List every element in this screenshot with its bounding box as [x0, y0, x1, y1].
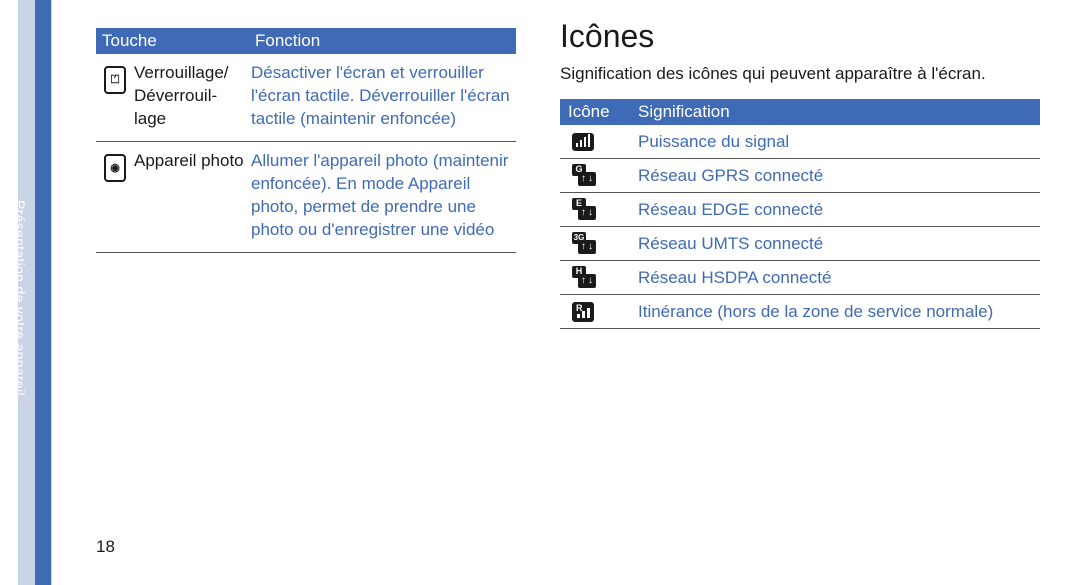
keys-header-touche: Touche	[96, 31, 251, 51]
icons-header-icone: Icône	[560, 102, 634, 122]
icon-meaning: Réseau HSDPA connecté	[634, 267, 1040, 289]
umts-network-icon: 3G	[572, 232, 598, 256]
icon-meaning: Réseau UMTS connecté	[634, 233, 1040, 255]
table-row: G Réseau GPRS connecté	[560, 159, 1040, 193]
data-arrows-icon	[578, 240, 596, 254]
side-band-inner	[35, 0, 51, 585]
keys-table: Touche Fonction ⏍ Verrouillage/ Déverrou…	[96, 28, 516, 253]
icon-cell: H	[560, 266, 634, 290]
table-row: E Réseau EDGE connecté	[560, 193, 1040, 227]
icon-cell: E	[560, 198, 634, 222]
table-row: Itinérance (hors de la zone de service n…	[560, 295, 1040, 329]
data-arrows-icon	[578, 172, 596, 186]
key-icon-cell: ◉	[96, 150, 134, 242]
signal-strength-icon	[572, 133, 594, 151]
key-icon-cell: ⏍	[96, 62, 134, 131]
key-function: Désactiver l'écran et verrouiller l'écra…	[251, 62, 516, 131]
icon-meaning: Itinérance (hors de la zone de service n…	[634, 301, 1040, 323]
section-intro: Signification des icônes qui peuvent app…	[560, 63, 1040, 85]
table-row: Puissance du signal	[560, 125, 1040, 159]
icon-meaning: Réseau GPRS connecté	[634, 165, 1040, 187]
table-row: H Réseau HSDPA connecté	[560, 261, 1040, 295]
page-number: 18	[96, 537, 115, 557]
gprs-network-icon: G	[572, 164, 598, 188]
data-arrows-icon	[578, 274, 596, 288]
icon-cell: 3G	[560, 232, 634, 256]
side-section-label: Présentation de votre appareil	[12, 200, 28, 460]
icon-meaning: Réseau EDGE connecté	[634, 199, 1040, 221]
table-row: ⏍ Verrouillage/ Déverrouil-lage Désactiv…	[96, 54, 516, 142]
edge-network-icon: E	[572, 198, 598, 222]
data-arrows-icon	[578, 206, 596, 220]
lock-key-icon: ⏍	[104, 66, 126, 94]
key-name: Verrouillage/ Déverrouil-lage	[134, 62, 251, 131]
keys-header-fonction: Fonction	[251, 31, 516, 51]
icon-cell	[560, 133, 634, 151]
table-row: 3G Réseau UMTS connecté	[560, 227, 1040, 261]
page: Présentation de votre appareil 18 Touche…	[0, 0, 1080, 585]
icons-section: Icônes Signification des icônes qui peuv…	[560, 18, 1040, 329]
key-function: Allumer l'appareil photo (maintenir enfo…	[251, 150, 516, 242]
key-name: Appareil photo	[134, 150, 251, 242]
camera-key-icon: ◉	[104, 154, 126, 182]
table-row: ◉ Appareil photo Allumer l'appareil phot…	[96, 142, 516, 253]
icons-header-signification: Signification	[634, 102, 1040, 122]
icon-cell	[560, 302, 634, 322]
hsdpa-network-icon: H	[572, 266, 598, 290]
icon-cell: G	[560, 164, 634, 188]
keys-table-header: Touche Fonction	[96, 28, 516, 54]
section-heading: Icônes	[560, 18, 1040, 55]
roaming-icon	[572, 302, 594, 322]
icons-table-header: Icône Signification	[560, 99, 1040, 125]
icon-meaning: Puissance du signal	[634, 131, 1040, 153]
